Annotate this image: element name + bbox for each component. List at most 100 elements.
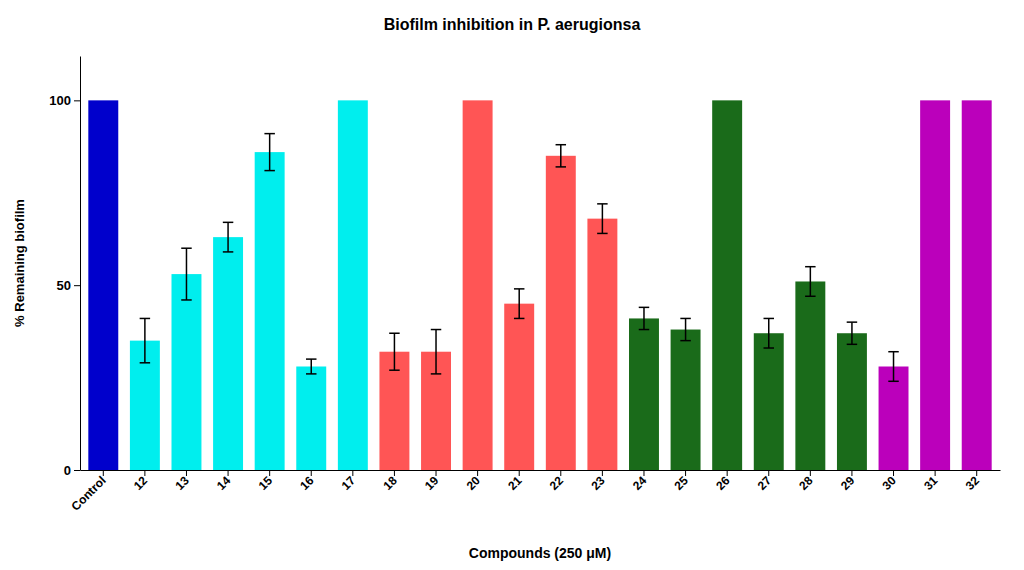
x-tick-label: 31 <box>921 473 941 493</box>
error-line <box>810 267 812 297</box>
x-tick: 27 <box>755 470 775 493</box>
x-tick-label: 23 <box>588 473 608 493</box>
y-tick-mark <box>74 100 80 101</box>
x-tick: 24 <box>630 470 650 493</box>
x-tick: 18 <box>380 470 400 493</box>
x-tick-mark <box>311 470 312 476</box>
error-bar <box>181 248 191 300</box>
x-tick-mark <box>810 470 811 476</box>
error-cap <box>431 373 441 375</box>
error-cap <box>764 318 774 320</box>
bar <box>546 156 576 470</box>
bar <box>712 100 742 470</box>
x-tick-mark <box>560 470 561 476</box>
x-tick-mark <box>269 470 270 476</box>
error-cap <box>181 299 191 301</box>
x-tick-label: 14 <box>214 473 234 493</box>
error-cap <box>223 222 233 224</box>
x-tick-label: 24 <box>630 473 650 493</box>
error-cap <box>764 347 774 349</box>
error-bar <box>805 267 815 297</box>
x-tick-label: 30 <box>880 473 900 493</box>
y-tick-label: 0 <box>64 463 71 478</box>
error-cap <box>264 133 274 135</box>
error-cap <box>306 358 316 360</box>
error-cap <box>389 369 399 371</box>
marks <box>88 100 991 470</box>
error-line <box>227 222 229 252</box>
error-cap <box>556 166 566 168</box>
x-tick: 17 <box>339 470 359 493</box>
error-bar <box>140 318 150 362</box>
x-tick-label: 27 <box>755 473 775 493</box>
plot-area: Control121314151617181920212223242526272… <box>49 57 1000 514</box>
x-tick-label: 19 <box>422 473 442 493</box>
bar <box>504 304 534 470</box>
bar <box>172 274 202 470</box>
x-tick: 13 <box>172 470 192 493</box>
error-cap <box>140 362 150 364</box>
error-cap <box>140 318 150 320</box>
bar <box>962 100 992 470</box>
y-tick: 0 <box>64 463 80 478</box>
error-line <box>851 322 853 344</box>
x-tick-label: 25 <box>672 473 692 493</box>
x-tick: 23 <box>588 470 608 493</box>
x-tick-mark <box>186 470 187 476</box>
x-tick-mark <box>394 470 395 476</box>
bar <box>463 100 493 470</box>
y-axis: 050100 <box>49 57 80 478</box>
x-tick-label: 28 <box>796 473 816 493</box>
x-tick-label: 21 <box>505 473 525 493</box>
chart: Control121314151617181920212223242526272… <box>0 0 1024 570</box>
x-tick-mark <box>727 470 728 476</box>
error-cap <box>680 318 690 320</box>
error-line <box>643 307 645 329</box>
error-cap <box>805 296 815 298</box>
x-tick-mark <box>519 470 520 476</box>
title: Biofilm inhibition in P. aerugionsa <box>384 16 641 33</box>
bar <box>587 219 617 470</box>
x-tick-label: 13 <box>172 473 192 493</box>
error-bar <box>888 352 898 382</box>
x-tick-mark <box>685 470 686 476</box>
error-bar <box>597 204 607 234</box>
x-tick: 14 <box>214 470 234 493</box>
error-line <box>602 204 604 234</box>
error-cap <box>847 321 857 323</box>
x-tick-mark <box>851 470 852 476</box>
x-tick: 31 <box>921 470 941 493</box>
error-cap <box>888 381 898 383</box>
error-bar <box>514 289 524 319</box>
error-cap <box>389 332 399 334</box>
error-line <box>144 318 146 362</box>
x-tick-label: 20 <box>464 473 484 493</box>
error-line <box>518 289 520 319</box>
x-tick: 19 <box>422 470 442 493</box>
error-bar <box>556 145 566 167</box>
y-tick-mark <box>74 470 80 471</box>
error-cap <box>597 203 607 205</box>
error-cap <box>514 288 524 290</box>
error-cap <box>223 251 233 253</box>
x-tick: 21 <box>505 470 525 493</box>
x-tick-label: 29 <box>838 473 858 493</box>
error-line <box>435 330 437 374</box>
x-tick-mark <box>228 470 229 476</box>
error-cap <box>556 144 566 146</box>
error-cap <box>514 318 524 320</box>
error-line <box>560 145 562 167</box>
error-line <box>310 359 312 374</box>
x-tick-mark <box>103 470 104 476</box>
error-bar <box>264 134 274 171</box>
x-tick: 26 <box>713 470 733 493</box>
bar <box>920 100 950 470</box>
error-line <box>768 318 770 348</box>
x-tick-mark <box>893 470 894 476</box>
error-cap <box>306 373 316 375</box>
bar <box>879 367 909 471</box>
bar <box>671 330 701 470</box>
error-cap <box>847 344 857 346</box>
x-tick-label: 12 <box>131 473 151 493</box>
x-tick: 29 <box>838 470 858 493</box>
